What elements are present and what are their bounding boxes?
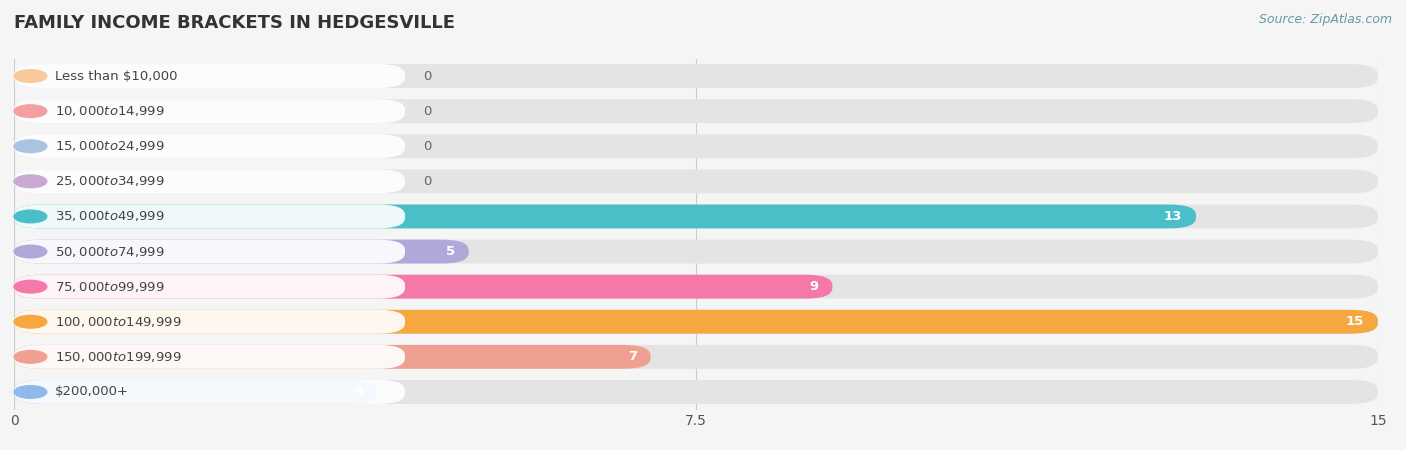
- FancyBboxPatch shape: [14, 380, 378, 404]
- FancyBboxPatch shape: [14, 310, 405, 334]
- Text: 15: 15: [1346, 315, 1364, 328]
- Circle shape: [14, 280, 46, 293]
- Text: $35,000 to $49,999: $35,000 to $49,999: [55, 209, 165, 224]
- Text: $200,000+: $200,000+: [55, 386, 129, 398]
- Circle shape: [14, 105, 46, 117]
- Text: $150,000 to $199,999: $150,000 to $199,999: [55, 350, 181, 364]
- Text: Less than $10,000: Less than $10,000: [55, 70, 177, 82]
- FancyBboxPatch shape: [14, 134, 1378, 158]
- Text: FAMILY INCOME BRACKETS IN HEDGESVILLE: FAMILY INCOME BRACKETS IN HEDGESVILLE: [14, 14, 456, 32]
- Text: 13: 13: [1164, 210, 1182, 223]
- Text: $50,000 to $74,999: $50,000 to $74,999: [55, 244, 165, 259]
- Circle shape: [14, 70, 46, 82]
- FancyBboxPatch shape: [14, 204, 1197, 229]
- Text: Source: ZipAtlas.com: Source: ZipAtlas.com: [1258, 14, 1392, 27]
- Text: 4: 4: [354, 386, 364, 398]
- FancyBboxPatch shape: [14, 204, 405, 229]
- FancyBboxPatch shape: [14, 239, 405, 264]
- Circle shape: [14, 386, 46, 398]
- FancyBboxPatch shape: [14, 239, 1378, 264]
- FancyBboxPatch shape: [14, 380, 1378, 404]
- FancyBboxPatch shape: [14, 99, 1378, 123]
- Circle shape: [14, 210, 46, 223]
- FancyBboxPatch shape: [14, 169, 405, 194]
- FancyBboxPatch shape: [14, 345, 1378, 369]
- Text: 0: 0: [423, 70, 432, 82]
- FancyBboxPatch shape: [14, 345, 405, 369]
- FancyBboxPatch shape: [14, 310, 1378, 334]
- FancyBboxPatch shape: [14, 274, 1378, 299]
- Text: 7: 7: [627, 351, 637, 363]
- FancyBboxPatch shape: [14, 204, 1378, 229]
- FancyBboxPatch shape: [14, 380, 405, 404]
- Text: $25,000 to $34,999: $25,000 to $34,999: [55, 174, 165, 189]
- FancyBboxPatch shape: [14, 345, 651, 369]
- FancyBboxPatch shape: [14, 239, 468, 264]
- Text: 9: 9: [810, 280, 818, 293]
- FancyBboxPatch shape: [14, 274, 405, 299]
- FancyBboxPatch shape: [14, 134, 405, 158]
- Text: 0: 0: [423, 175, 432, 188]
- FancyBboxPatch shape: [14, 64, 405, 88]
- FancyBboxPatch shape: [14, 310, 1378, 334]
- Text: 0: 0: [423, 140, 432, 153]
- Text: 0: 0: [423, 105, 432, 117]
- FancyBboxPatch shape: [14, 64, 1378, 88]
- Text: $15,000 to $24,999: $15,000 to $24,999: [55, 139, 165, 153]
- FancyBboxPatch shape: [14, 99, 405, 123]
- Circle shape: [14, 351, 46, 363]
- FancyBboxPatch shape: [14, 169, 1378, 194]
- Text: $10,000 to $14,999: $10,000 to $14,999: [55, 104, 165, 118]
- Circle shape: [14, 140, 46, 153]
- FancyBboxPatch shape: [14, 274, 832, 299]
- Circle shape: [14, 245, 46, 258]
- Text: 5: 5: [446, 245, 456, 258]
- Circle shape: [14, 315, 46, 328]
- Text: $75,000 to $99,999: $75,000 to $99,999: [55, 279, 165, 294]
- Text: $100,000 to $149,999: $100,000 to $149,999: [55, 315, 181, 329]
- Circle shape: [14, 175, 46, 188]
